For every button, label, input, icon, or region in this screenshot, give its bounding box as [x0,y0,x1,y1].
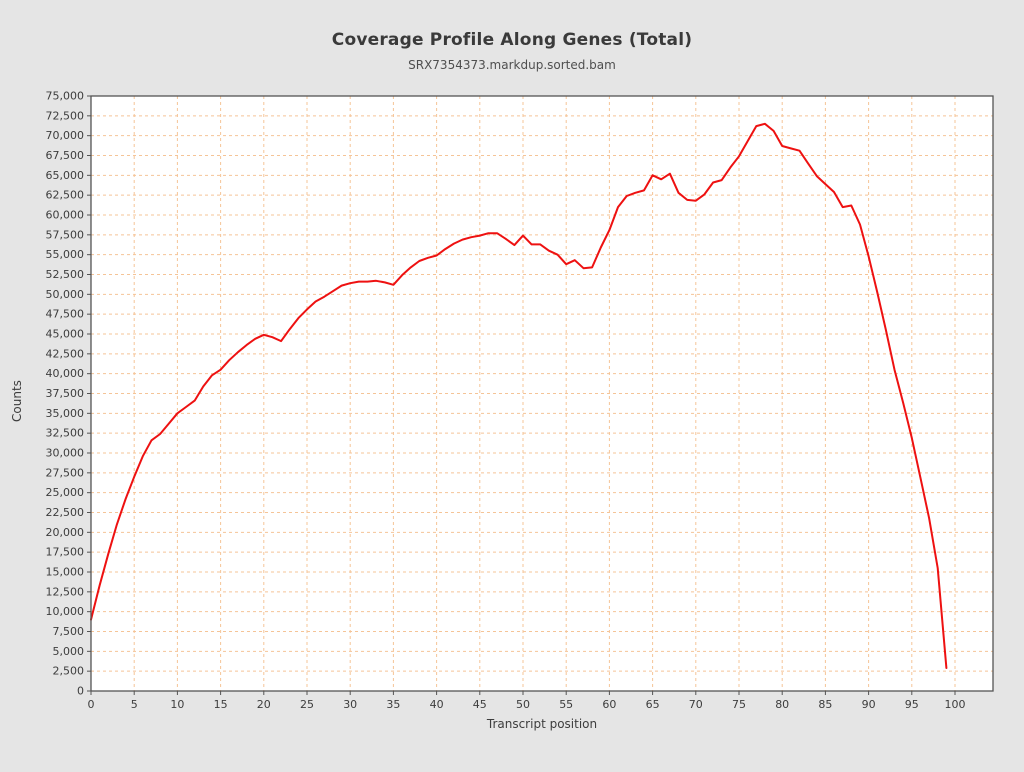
y-tick-label: 30,000 [46,447,85,460]
chart-title: Coverage Profile Along Genes (Total) [331,30,693,50]
x-tick-label: 40 [430,698,444,711]
y-tick-label: 5,000 [53,645,85,658]
y-tick-label: 72,500 [46,109,85,122]
y-tick-label: 37,500 [46,387,85,400]
x-tick-label: 5 [131,698,138,711]
x-tick-label: 70 [689,698,703,711]
coverage-line [90,122,948,669]
y-tick-label: 7,500 [53,625,85,638]
y-tick-label: 2,500 [53,665,85,678]
y-axis-label: Counts [10,380,24,422]
y-tick-label: 75,000 [46,90,85,103]
y-tick-label: 42,500 [46,347,85,360]
x-tick-label: 90 [862,698,876,711]
y-tick-label: 62,500 [46,189,85,202]
x-tick-label: 20 [257,698,271,711]
y-tick-label: 12,500 [46,585,85,598]
y-tick-label: 55,000 [46,248,85,261]
x-tick-label: 60 [602,698,616,711]
x-tick-label: 45 [473,698,487,711]
y-tick-label: 45,000 [46,328,85,341]
x-tick-label: 85 [818,698,832,711]
x-tick-label: 75 [732,698,746,711]
y-tick-label: 15,000 [46,566,85,579]
y-tick-label: 70,000 [46,129,85,142]
y-tick-label: 57,500 [46,228,85,241]
y-tick-label: 52,500 [46,268,85,281]
x-tick-label: 55 [559,698,573,711]
y-tick-label: 22,500 [46,506,85,519]
y-tick-label: 60,000 [46,209,85,222]
y-tick-label: 65,000 [46,169,85,182]
y-tick-label: 67,500 [46,149,85,162]
x-tick-label: 15 [214,698,228,711]
x-tick-label: 10 [170,698,184,711]
y-tick-label: 50,000 [46,288,85,301]
x-tick-label: 35 [386,698,400,711]
y-tick-label: 35,000 [46,407,85,420]
y-tick-label: 0 [77,685,84,698]
chart-subtitle: SRX7354373.markdup.sorted.bam [408,58,616,72]
y-tick-label: 47,500 [46,308,85,321]
y-tick-label: 17,500 [46,546,85,559]
x-tick-label: 100 [945,698,966,711]
x-tick-label: 95 [905,698,919,711]
x-tick-label: 50 [516,698,530,711]
x-tick-label: 30 [343,698,357,711]
y-tick-label: 25,000 [46,486,85,499]
y-tick-label: 27,500 [46,466,85,479]
x-axis-label: Transcript position [486,717,598,731]
x-tick-label: 80 [775,698,789,711]
x-tick-label: 25 [300,698,314,711]
y-tick-label: 32,500 [46,427,85,440]
y-tick-label: 20,000 [46,526,85,539]
y-tick-label: 40,000 [46,367,85,380]
x-tick-label: 65 [646,698,660,711]
x-tick-label: 0 [88,698,95,711]
y-tick-label: 10,000 [46,605,85,618]
